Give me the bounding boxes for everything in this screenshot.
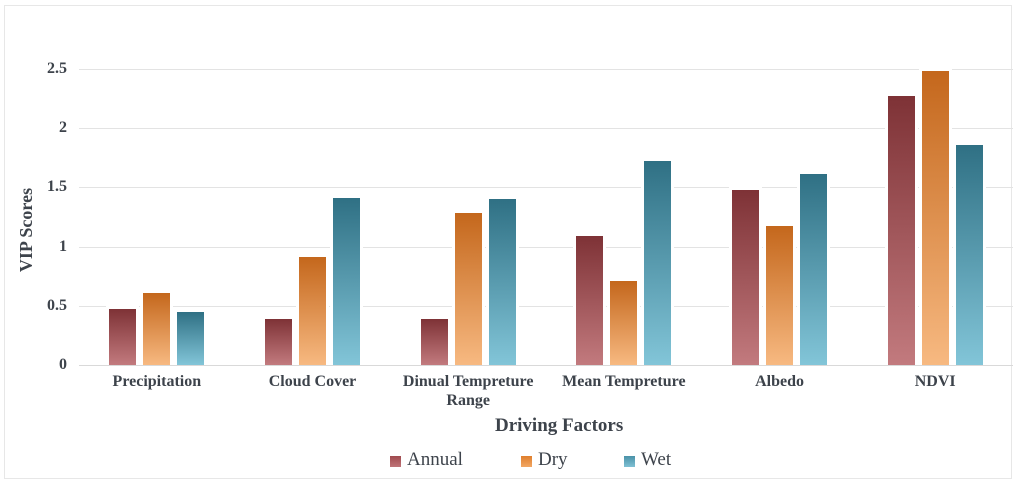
bar-wet-cloud-cover [330, 195, 363, 365]
gridline [79, 128, 1013, 130]
y-tick-label-2: 2 [59, 119, 67, 137]
category-label-text: Mean Tempreture [562, 373, 686, 390]
category-label-text: Albedo [755, 373, 804, 390]
bar-dry-cloud-cover [296, 254, 329, 365]
category-label-albedo: Albedo [702, 372, 858, 410]
gridline [79, 187, 1013, 189]
category-label-ndvi: NDVI [857, 372, 1013, 410]
gridline [79, 69, 1013, 70]
bar-dry-albedo [763, 223, 797, 365]
x-axis-baseline [79, 365, 1013, 366]
bar-wet-precipitation [174, 309, 208, 365]
category-label-dinual-tempreture-range: Dinual Tempreture Range [390, 372, 546, 410]
bar-wet-dinual-tempreture-range [485, 196, 519, 365]
y-axis-title: VIP Scores [16, 187, 36, 273]
bar-groups [79, 50, 1013, 365]
y-tick-label-1: 1 [59, 237, 67, 255]
bar-wet-ndvi [952, 142, 986, 365]
plot-area [79, 50, 1013, 366]
x-axis-title: Driving Factors [495, 415, 624, 436]
bar-wet-mean-tempreture [641, 158, 675, 365]
bar-dry-ndvi [918, 68, 952, 365]
category-label-mean-tempreture: Mean Tempreture [546, 372, 702, 410]
bar-annual-dinual-tempreture-range [417, 316, 451, 365]
y-tick-label-0-5: 0.5 [47, 296, 67, 314]
category-label-text: Dinual Tempreture Range [402, 373, 534, 409]
category-label-text: NDVI [914, 373, 956, 390]
category-axis: Precipitation Cloud Cover Dinual Tempretur… [79, 372, 1013, 410]
category-label-cloud-cover: Cloud Cover [235, 372, 391, 410]
bar-group-mean-tempreture [546, 50, 702, 365]
bar-group-cloud-cover [235, 50, 391, 365]
gridline [79, 246, 1013, 248]
bar-group-ndvi [857, 50, 1013, 365]
bar-annual-precipitation [106, 306, 140, 365]
category-label-text: Precipitation [112, 373, 202, 390]
bar-dry-precipitation [140, 290, 174, 365]
bar-annual-mean-tempreture [573, 233, 607, 365]
bar-dry-dinual-tempreture-range [451, 210, 485, 365]
y-tick-label-2-5: 2.5 [47, 60, 67, 77]
bar-group-albedo [702, 50, 858, 365]
bar-annual-cloud-cover [262, 316, 295, 365]
bar-wet-albedo [797, 171, 831, 365]
bar-dry-mean-tempreture [607, 278, 641, 365]
bar-group-dinual-tempreture-range [390, 50, 546, 365]
bar-group-precipitation [79, 50, 235, 365]
bar-annual-albedo [729, 187, 763, 365]
y-tick-label-1-5: 1.5 [47, 178, 67, 196]
bar-annual-ndvi [884, 93, 918, 365]
category-label-precipitation: Precipitation [79, 372, 235, 410]
category-label-text: Cloud Cover [268, 373, 357, 390]
y-tick-label-0: 0 [59, 356, 67, 373]
gridline [79, 305, 1013, 307]
